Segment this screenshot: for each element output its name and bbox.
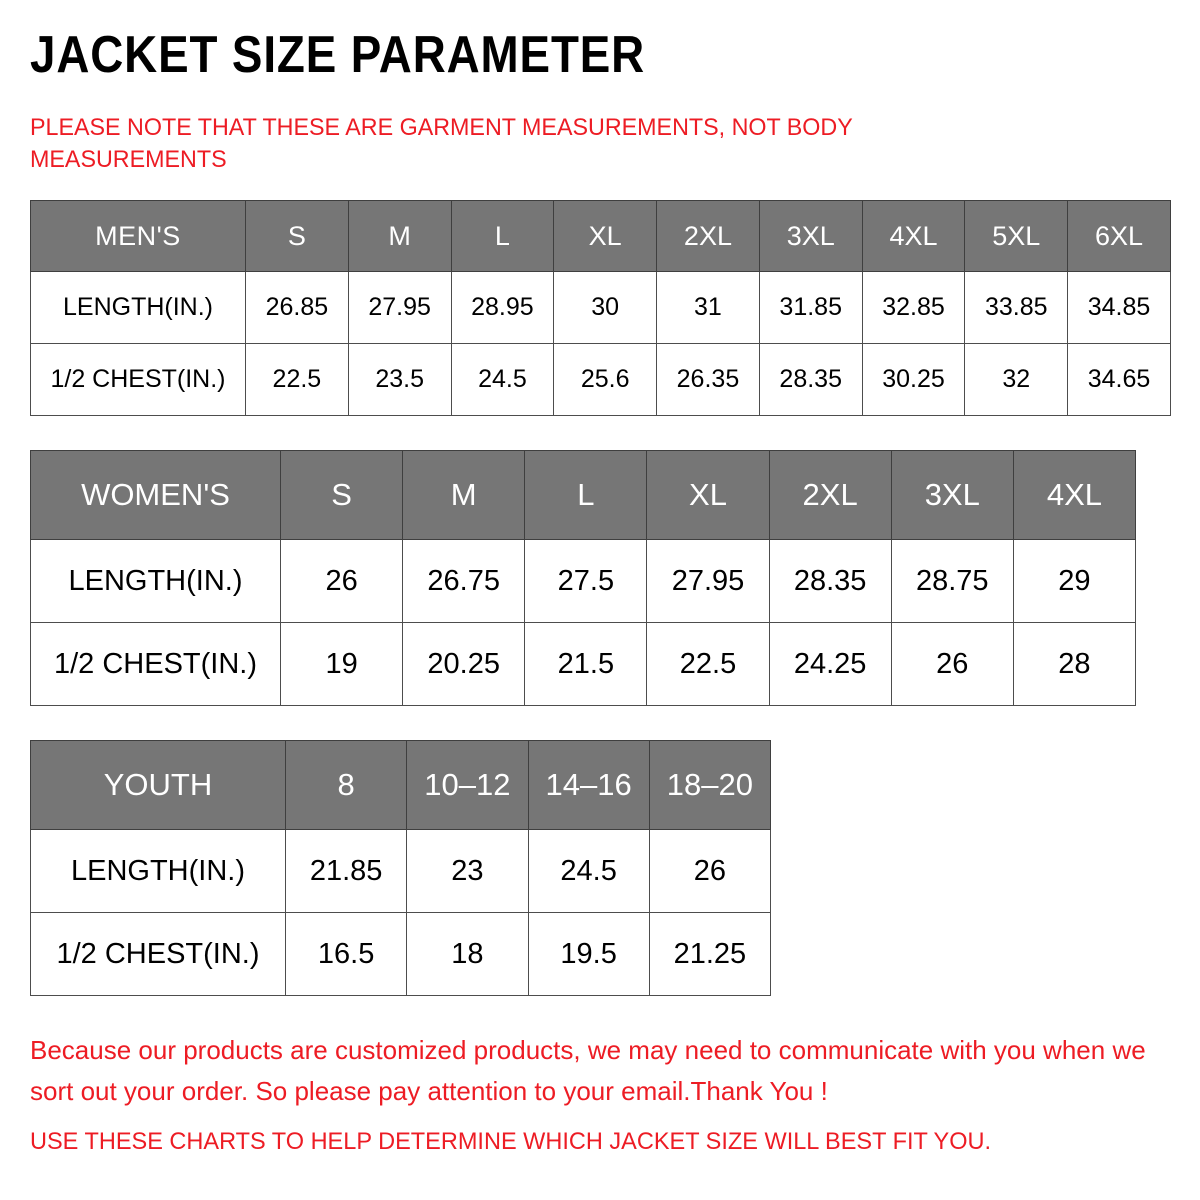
- table-row: LENGTH(IN.) 21.85 23 24.5 26: [30, 829, 772, 913]
- measurement-cell: 26: [279, 539, 404, 623]
- measurement-cell: 27.95: [347, 271, 452, 344]
- measurement-cell: 31: [656, 271, 760, 344]
- table-header-row: YOUTH 8 10–12 14–16 18–20: [30, 740, 772, 830]
- column-header-m: M: [347, 200, 452, 272]
- row-label: LENGTH(IN.): [30, 539, 281, 623]
- measurement-cell: 28.95: [450, 271, 555, 344]
- mens-table-body: LENGTH(IN.) 26.85 27.95 28.95 30 31 31.85 32.85…: [30, 271, 1171, 416]
- youth-table-title-cell: YOUTH: [30, 740, 286, 830]
- measurement-cell: 28.35: [768, 539, 892, 623]
- table-row: LENGTH(IN.) 26 26.75 27.5 27.95 28.35 28.75 29: [30, 539, 1136, 623]
- measurement-cell: 19: [279, 622, 404, 706]
- measurement-cell: 26.75: [402, 539, 526, 623]
- measurement-cell: 27.5: [524, 539, 648, 623]
- use-charts-note: USE THESE CHARTS TO HELP DETERMINE WHICH…: [30, 1128, 992, 1155]
- youth-table-body: LENGTH(IN.) 21.85 23 24.5 26 1/2 CHEST(IN.) 16…: [30, 829, 772, 996]
- row-label: LENGTH(IN.): [30, 829, 286, 913]
- measurement-cell: 23: [406, 829, 529, 913]
- measurement-cell: 23.5: [347, 343, 452, 416]
- measurement-cell: 18: [406, 912, 529, 996]
- row-label: 1/2 CHEST(IN.): [30, 343, 246, 416]
- measurement-cell: 24.25: [768, 622, 892, 706]
- table-header-row: MEN'S S M L XL 2XL 3XL 4XL 5XL 6XL: [30, 200, 1171, 272]
- column-header-10-12: 10–12: [406, 740, 529, 830]
- measurement-cell: 34.85: [1067, 271, 1171, 344]
- measurement-cell: 28.75: [890, 539, 1014, 623]
- row-label: 1/2 CHEST(IN.): [30, 912, 286, 996]
- column-header-l: L: [524, 450, 648, 540]
- measurement-cell: 24.5: [450, 343, 555, 416]
- measurement-cell: 22.5: [646, 622, 770, 706]
- column-header-14-16: 14–16: [527, 740, 650, 830]
- measurement-cell: 21.5: [524, 622, 648, 706]
- measurement-cell: 22.5: [245, 343, 349, 416]
- garment-measurement-note: PLEASE NOTE THAT THESE ARE GARMENT MEASU…: [30, 114, 853, 173]
- page-title: JACKET SIZE PARAMETER: [30, 26, 646, 84]
- column-header-s: S: [279, 450, 404, 540]
- row-label: 1/2 CHEST(IN.): [30, 622, 281, 706]
- measurement-cell: 25.6: [553, 343, 658, 416]
- measurement-cell: 21.25: [648, 912, 772, 996]
- womens-table-body: LENGTH(IN.) 26 26.75 27.5 27.95 28.35 28.75 29 1…: [30, 539, 1136, 706]
- column-header-18-20: 18–20: [648, 740, 772, 830]
- measurement-cell: 32: [964, 343, 1069, 416]
- column-header-5xl: 5XL: [964, 200, 1069, 272]
- column-header-8: 8: [284, 740, 408, 830]
- table-header-row: WOMEN'S S M L XL 2XL 3XL 4XL: [30, 450, 1136, 540]
- measurement-cell: 28: [1012, 622, 1136, 706]
- column-header-l: L: [450, 200, 555, 272]
- measurement-cell: 26.85: [245, 271, 349, 344]
- table-row: 1/2 CHEST(IN.) 16.5 18 19.5 21.25: [30, 912, 772, 996]
- measurement-cell: 30: [553, 271, 658, 344]
- measurement-cell: 33.85: [964, 271, 1069, 344]
- measurement-cell: 20.25: [402, 622, 526, 706]
- measurement-cell: 27.95: [646, 539, 770, 623]
- men-table-title-cell: MEN'S: [30, 200, 246, 272]
- column-header-4xl: 4XL: [861, 200, 966, 272]
- measurement-cell: 26: [648, 829, 772, 913]
- column-header-4xl: 4XL: [1012, 450, 1136, 540]
- measurement-cell: 34.65: [1067, 343, 1171, 416]
- measurement-cell: 19.5: [527, 912, 650, 996]
- table-row: LENGTH(IN.) 26.85 27.95 28.95 30 31 31.85 32.85…: [30, 271, 1171, 344]
- womens-table-head: WOMEN'S S M L XL 2XL 3XL 4XL: [30, 450, 1136, 540]
- mens-size-table: MEN'S S M L XL 2XL 3XL 4XL 5XL 6XL LENGTH(IN.) 26.…: [30, 200, 1171, 416]
- measurement-cell: 32.85: [861, 271, 966, 344]
- measurement-cell: 31.85: [758, 271, 863, 344]
- column-header-2xl: 2XL: [768, 450, 892, 540]
- table-row: 1/2 CHEST(IN.) 22.5 23.5 24.5 25.6 26.35 28.35…: [30, 343, 1171, 416]
- womens-size-table: WOMEN'S S M L XL 2XL 3XL 4XL LENGTH(IN.) 26 26.75…: [30, 450, 1136, 706]
- column-header-s: S: [245, 200, 349, 272]
- column-header-6xl: 6XL: [1067, 200, 1171, 272]
- measurement-cell: 30.25: [861, 343, 966, 416]
- measurement-cell: 26.35: [656, 343, 760, 416]
- measurement-cell: 29: [1012, 539, 1136, 623]
- mens-table-head: MEN'S S M L XL 2XL 3XL 4XL 5XL 6XL: [30, 200, 1171, 272]
- column-header-xl: XL: [553, 200, 658, 272]
- measurement-cell: 21.85: [284, 829, 408, 913]
- measurement-cell: 28.35: [758, 343, 863, 416]
- row-label: LENGTH(IN.): [30, 271, 246, 344]
- column-header-3xl: 3XL: [890, 450, 1014, 540]
- column-header-3xl: 3XL: [758, 200, 863, 272]
- column-header-2xl: 2XL: [656, 200, 760, 272]
- column-header-m: M: [402, 450, 526, 540]
- customized-products-note: Because our products are customized prod…: [30, 1035, 1146, 1106]
- measurement-cell: 24.5: [527, 829, 650, 913]
- column-header-xl: XL: [646, 450, 770, 540]
- table-row: 1/2 CHEST(IN.) 19 20.25 21.5 22.5 24.25 26 28: [30, 622, 1136, 706]
- youth-table-head: YOUTH 8 10–12 14–16 18–20: [30, 740, 772, 830]
- measurement-cell: 26: [890, 622, 1014, 706]
- women-table-title-cell: WOMEN'S: [30, 450, 281, 540]
- measurement-cell: 16.5: [284, 912, 408, 996]
- youth-size-table: YOUTH 8 10–12 14–16 18–20 LENGTH(IN.) 21.85 23…: [30, 740, 772, 996]
